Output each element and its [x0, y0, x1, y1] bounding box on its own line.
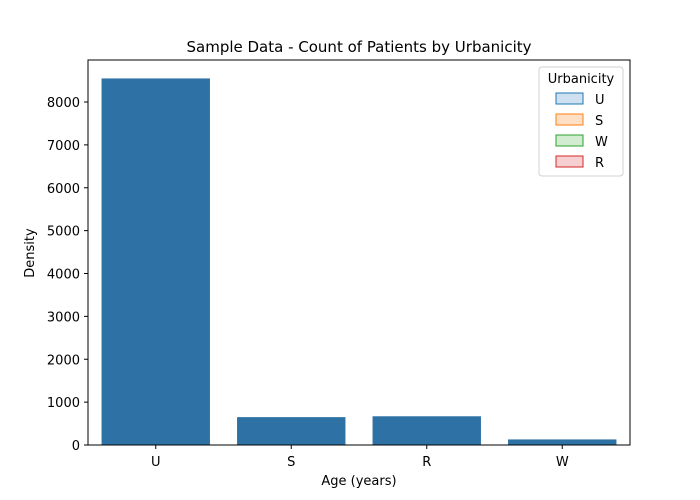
- legend-label-u: U: [595, 93, 605, 108]
- plot-frame: [87, 59, 631, 446]
- legend-label-w: W: [595, 135, 608, 150]
- legend-label-r: R: [595, 156, 604, 171]
- y-tick-label: 8000: [47, 96, 80, 111]
- x-tick-label-w: W: [556, 455, 569, 470]
- x-tick-label-u: U: [151, 455, 161, 470]
- y-tick-label: 7000: [47, 139, 80, 154]
- bar-r: [372, 416, 481, 445]
- legend-swatch-u: [555, 92, 584, 105]
- y-tick-label: 5000: [47, 225, 80, 240]
- y-tick-label: 0: [72, 439, 80, 454]
- legend-title: Urbanicity: [548, 72, 615, 87]
- y-tick-label: 4000: [47, 268, 80, 283]
- legend-swatch-r: [555, 155, 584, 168]
- y-tick-label: 2000: [47, 353, 80, 368]
- legend-swatch-s: [555, 113, 584, 126]
- legend-label-s: S: [595, 114, 603, 129]
- y-tick-label: 3000: [47, 310, 80, 325]
- legend-swatch-w: [555, 134, 584, 147]
- y-tick-label: 1000: [47, 396, 80, 411]
- y-axis-ticks: 0 1000 2000 3000 4000 5000 6000 7000 8000: [47, 96, 88, 454]
- bar-group: [101, 78, 617, 445]
- x-tick-label-r: R: [422, 455, 431, 470]
- bar-w: [508, 439, 617, 445]
- x-axis-label: Age (years): [321, 474, 396, 489]
- bar-u: [101, 78, 210, 445]
- y-axis-label: Density: [23, 228, 38, 278]
- y-tick-label: 6000: [47, 182, 80, 197]
- chart-title: Sample Data - Count of Patients by Urban…: [187, 38, 532, 56]
- x-tick-label-s: S: [287, 455, 295, 470]
- bar-s: [237, 417, 346, 445]
